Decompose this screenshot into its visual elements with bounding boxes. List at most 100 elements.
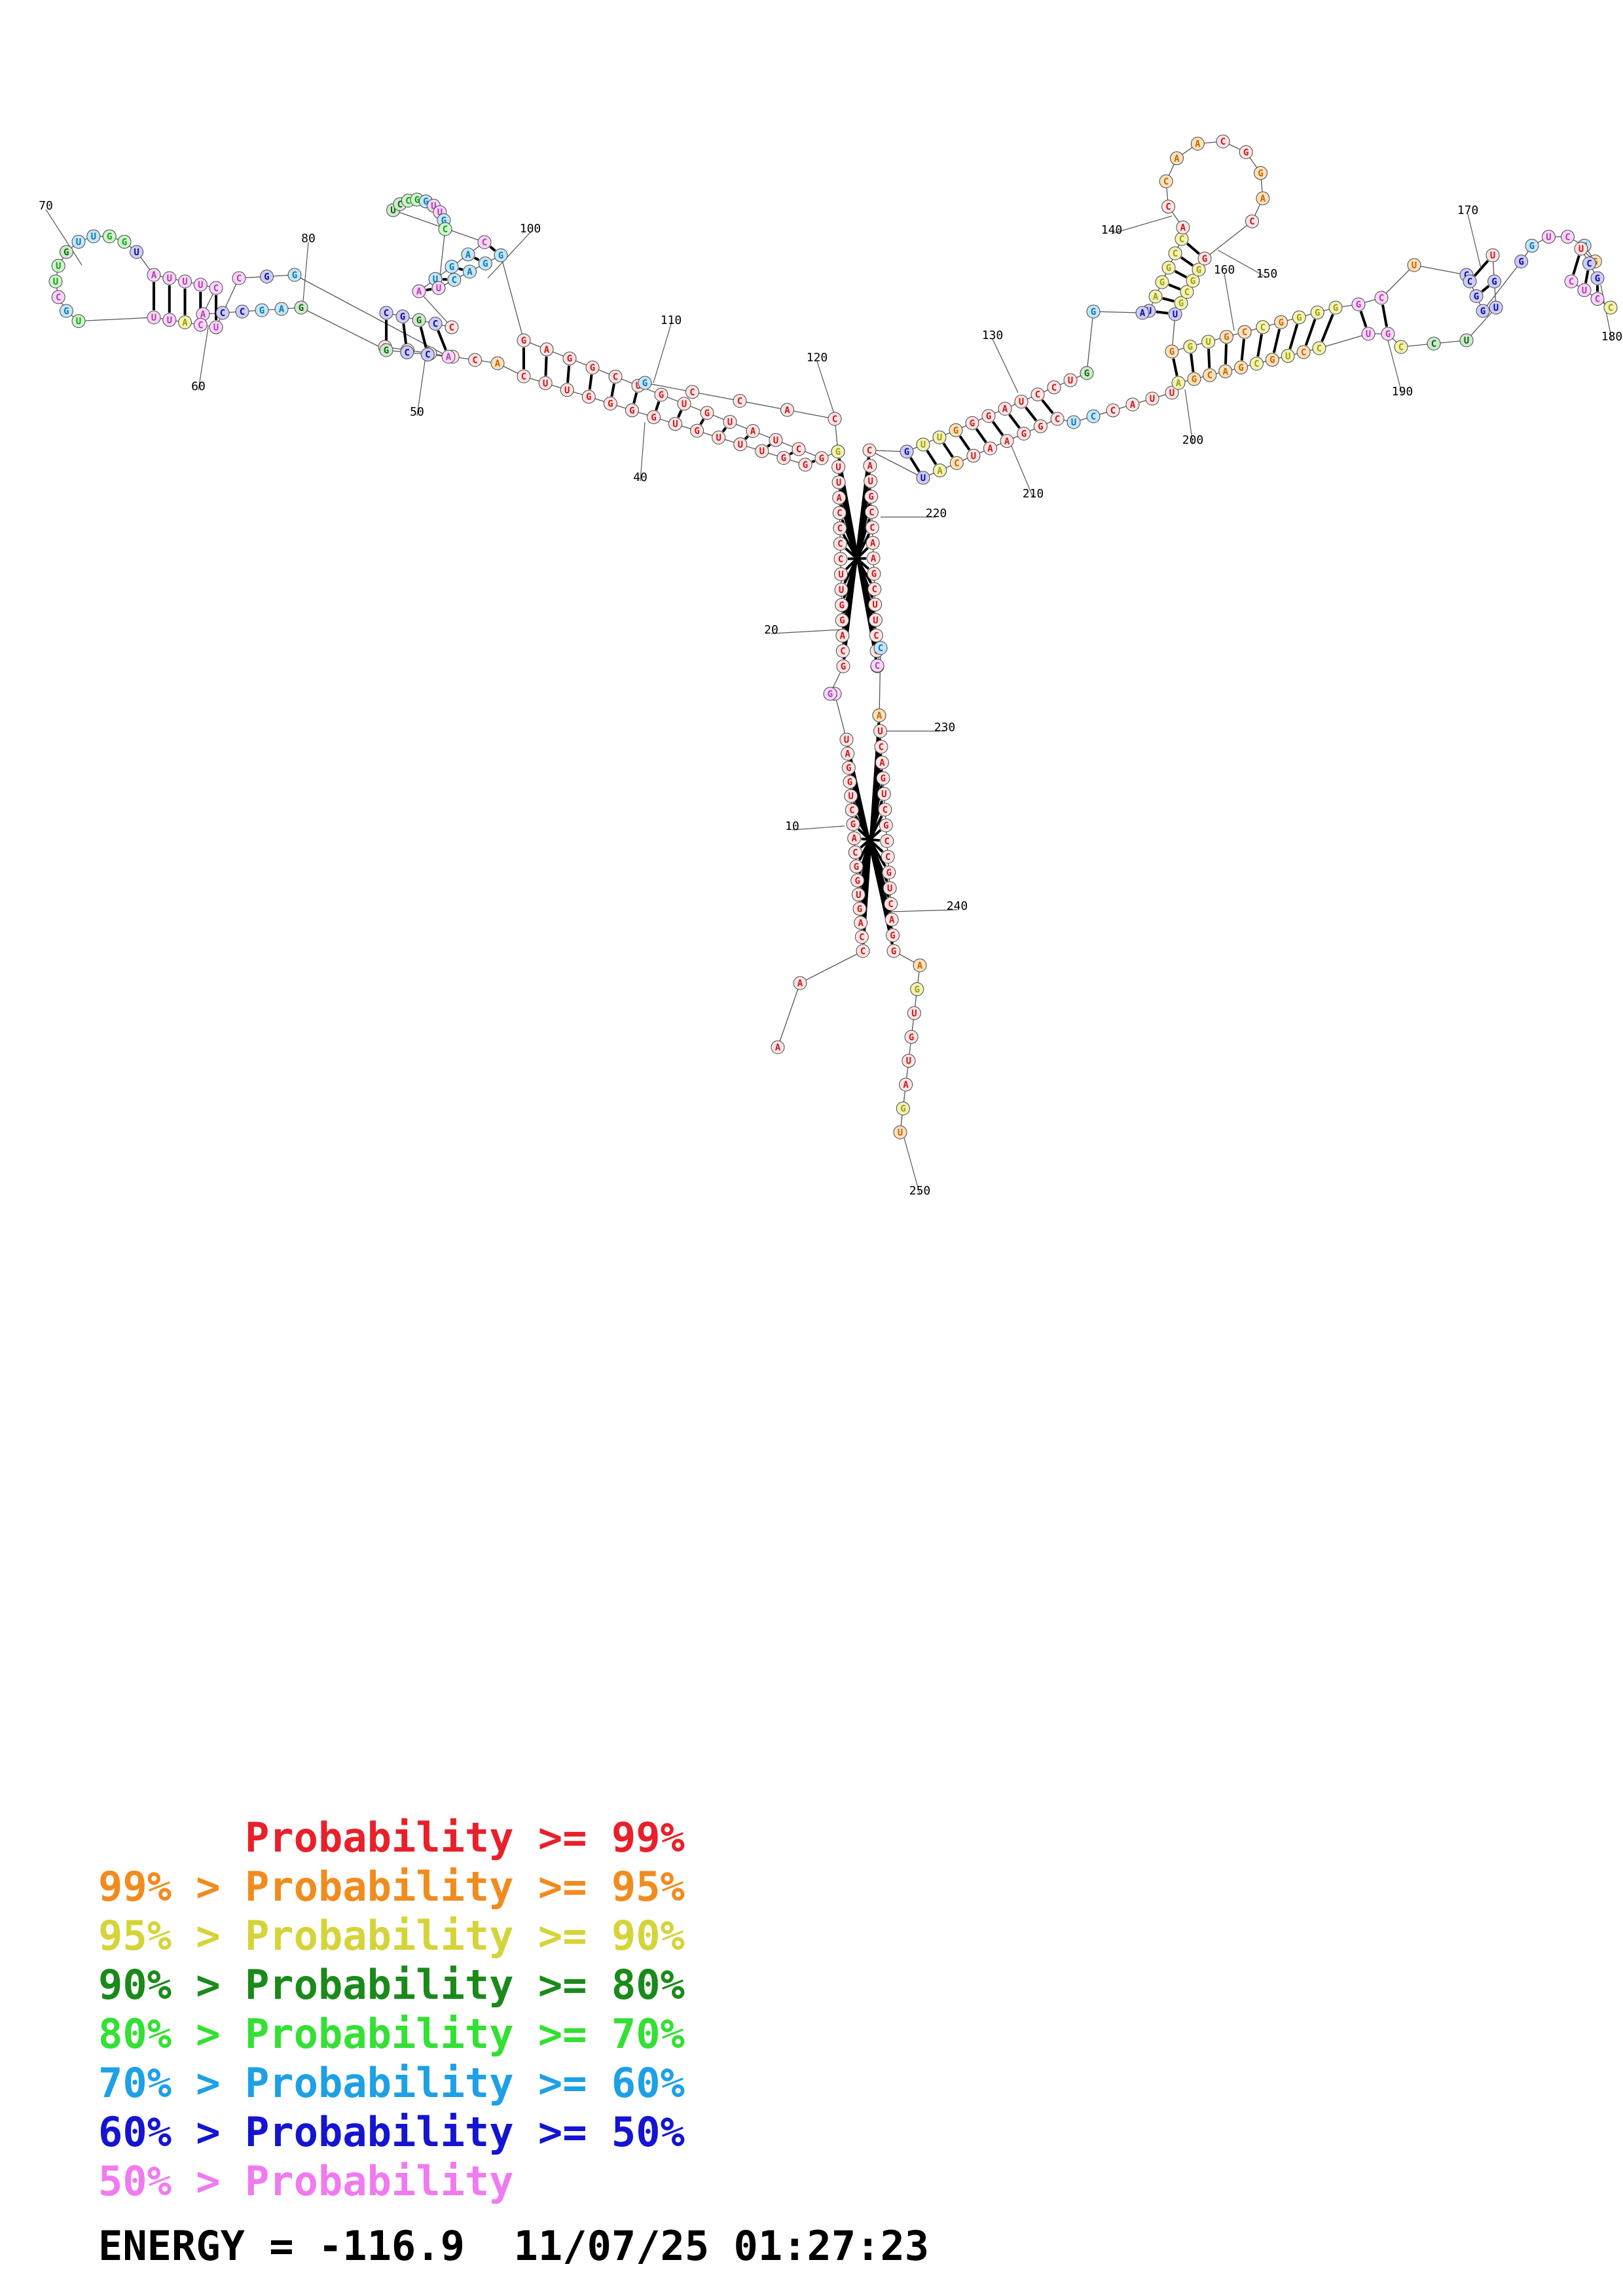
base-pair-bond	[958, 435, 971, 451]
nucleotide-letter: G	[483, 259, 488, 270]
nucleotide-circle	[162, 313, 177, 327]
nucleotide-letter: G	[886, 868, 891, 878]
nucleotide: C	[854, 930, 869, 944]
nucleotide-circle	[379, 343, 393, 357]
nucleotide: U	[538, 376, 553, 390]
nucleotide-circle	[1216, 134, 1230, 149]
base-pair-bond	[402, 323, 408, 346]
nucleotide-letter: C	[1035, 390, 1040, 401]
nucleotide-circle	[86, 229, 101, 243]
nucleotide: G	[867, 567, 881, 581]
nucleotide: G	[1017, 427, 1031, 440]
nucleotide-circle	[867, 582, 882, 596]
nucleotide-circle	[647, 410, 661, 424]
nucleotide-circle	[864, 474, 878, 488]
base-pair-bond	[767, 443, 771, 448]
nucleotide: G	[1192, 262, 1206, 277]
nucleotide: A	[147, 268, 161, 282]
nucleotide: A	[866, 551, 881, 565]
nucleotide: A	[1218, 364, 1233, 378]
nucleotide-letter: A	[1174, 154, 1180, 164]
nucleotide-circle	[1245, 214, 1259, 228]
nucleotide-circle	[428, 317, 443, 331]
base-pair-bond	[838, 458, 877, 660]
position-label: 210	[1023, 487, 1044, 501]
nucleotide-letter: G	[854, 876, 860, 886]
label-leader	[1184, 389, 1194, 444]
nucleotide: U	[1459, 333, 1474, 348]
nucleotide: C	[428, 317, 443, 331]
nucleotide: U	[178, 274, 192, 289]
nucleotide: U	[1577, 283, 1592, 297]
nucleotide-circle	[690, 423, 704, 438]
nucleotide-letter: C	[1110, 406, 1116, 416]
nucleotide: U	[1574, 242, 1588, 256]
nucleotide-letter: U	[672, 420, 678, 430]
nucleotide-circle	[1489, 300, 1503, 315]
nucleotide-letter: C	[1091, 412, 1096, 422]
nucleotide: U	[831, 475, 846, 490]
nucleotide-circle	[438, 222, 452, 236]
nucleotide-circle	[478, 257, 492, 270]
nucleotide-circle	[864, 490, 879, 504]
nucleotide: A	[539, 342, 554, 357]
nucleotide: C	[235, 304, 249, 319]
backbone-link	[644, 382, 693, 393]
nucleotide: C	[880, 834, 894, 848]
nucleotide-letter: C	[198, 320, 203, 331]
nucleotide-circle	[1577, 283, 1592, 297]
label-leaders	[45, 209, 1613, 1195]
nucleotide-circle	[51, 290, 65, 304]
nucleotide-circle	[1351, 297, 1366, 312]
nucleotide-circle	[59, 245, 73, 259]
nucleotide: A	[780, 403, 794, 417]
nucleotide-circle	[1165, 344, 1179, 359]
nucleotide-letter: C	[1249, 217, 1254, 227]
nucleotide-letter: G	[1595, 274, 1600, 284]
nucleotide-circle	[949, 423, 963, 437]
nucleotide-letter: G	[1243, 148, 1249, 158]
nucleotide-circle	[287, 268, 302, 282]
nucleotide-letter: C	[425, 350, 430, 361]
nucleotide: U	[560, 383, 574, 397]
nucleotide: G	[904, 1030, 919, 1044]
nucleotide-letter: C	[837, 524, 843, 534]
nucleotide-letter: U	[848, 791, 853, 802]
nucleotide-letter: A	[917, 961, 923, 971]
nucleotide-letter: G	[850, 819, 856, 830]
nucleotide: G	[517, 333, 531, 348]
nucleotide-circle	[876, 771, 890, 785]
base-pair-bond	[1172, 358, 1178, 376]
nucleotide-circle	[904, 1030, 919, 1044]
nucleotide-circle	[260, 270, 274, 283]
base-pair-bond	[1025, 406, 1038, 422]
nucleotide-letter: C	[482, 238, 487, 248]
nucleotide: C	[835, 644, 850, 658]
nucleotide: G	[102, 229, 117, 243]
nucleotide-letter: G	[423, 197, 428, 207]
nucleotide-circle	[147, 310, 161, 325]
nucleotide: G	[1239, 145, 1253, 159]
nucleotide-circle	[869, 628, 883, 643]
nucleotide-letter: A	[279, 304, 285, 315]
nucleotide-circle	[884, 897, 898, 911]
legend-line-70: 80% > Probability >= 70%	[98, 2010, 685, 2058]
backbone-link	[418, 291, 452, 328]
nucleotide-circle	[835, 628, 850, 643]
nucleotide-letter: G	[1021, 429, 1027, 440]
nucleotide-letter: C	[867, 446, 872, 456]
nucleotide: C	[1086, 409, 1101, 423]
nucleotide-letter: G	[1296, 313, 1302, 323]
nucleotide-letter: C	[840, 647, 845, 657]
nucleotide: A	[178, 315, 192, 329]
nucleotide-circle	[834, 567, 848, 581]
nucleotide-circle	[1469, 289, 1484, 303]
nucleotide: U	[1407, 258, 1421, 272]
nucleotide-circle	[1310, 305, 1324, 319]
nucleotide: A	[441, 350, 456, 364]
backbone-link	[1319, 333, 1369, 349]
nucleotide-circle	[1047, 380, 1061, 395]
nucleotide: U	[893, 1125, 907, 1139]
nucleotide: C	[517, 369, 531, 384]
nucleotide-letter: G	[704, 408, 710, 419]
